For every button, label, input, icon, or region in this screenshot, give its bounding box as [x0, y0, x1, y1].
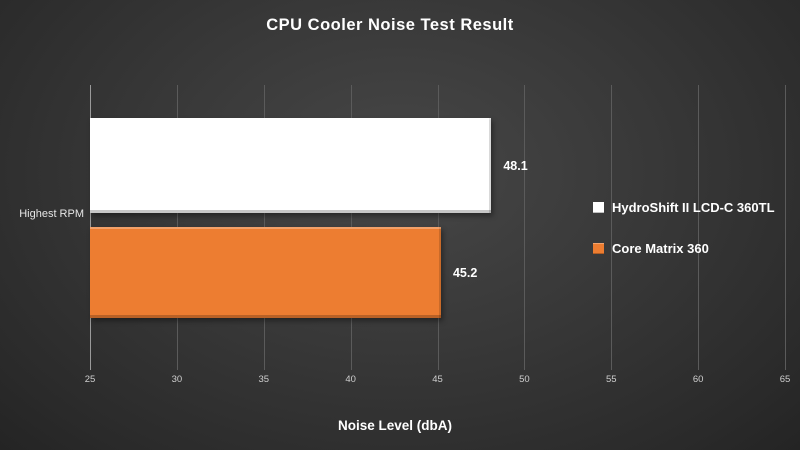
legend-item: Core Matrix 360 [593, 241, 775, 256]
x-tick-label: 45 [432, 374, 443, 385]
gridline [611, 85, 613, 370]
x-tick-label: 25 [84, 374, 96, 385]
x-tick-label: 55 [605, 374, 617, 385]
legend-label: HydroShift II LCD-C 360TL [612, 200, 775, 215]
x-tick-label: 35 [258, 374, 270, 385]
gridline [698, 85, 700, 370]
legend: HydroShift II LCD-C 360TL Core Matrix 36… [593, 200, 775, 282]
y-category-label: Highest RPM [19, 208, 84, 220]
bar-value-label: 45.2 [452, 265, 478, 280]
bar-value-label: 48.1 [503, 158, 528, 173]
x-tick-label: 30 [171, 374, 183, 385]
plot-area: 48.1 45.2 [90, 85, 786, 370]
legend-item: HydroShift II LCD-C 360TL [593, 200, 775, 215]
gridline [524, 85, 526, 370]
x-axis-ticks: 25 30 35 40 45 50 55 60 65 [85, 374, 791, 388]
bar-row: 48.1 [90, 118, 528, 213]
bar [90, 118, 492, 213]
legend-swatch [593, 243, 604, 254]
x-tick-label: 60 [692, 374, 704, 385]
x-tick-label: 40 [345, 374, 356, 385]
gridline [785, 85, 786, 370]
bar-row: 45.2 [90, 227, 477, 318]
x-tick-label: 50 [519, 374, 530, 385]
x-axis-title: Noise Level (dbA) [337, 418, 453, 433]
bar [90, 227, 441, 318]
legend-swatch [593, 202, 604, 213]
chart-title: CPU Cooler Noise Test Result [266, 16, 514, 34]
legend-label: Core Matrix 360 [612, 241, 709, 256]
x-tick-label: 65 [779, 374, 791, 385]
